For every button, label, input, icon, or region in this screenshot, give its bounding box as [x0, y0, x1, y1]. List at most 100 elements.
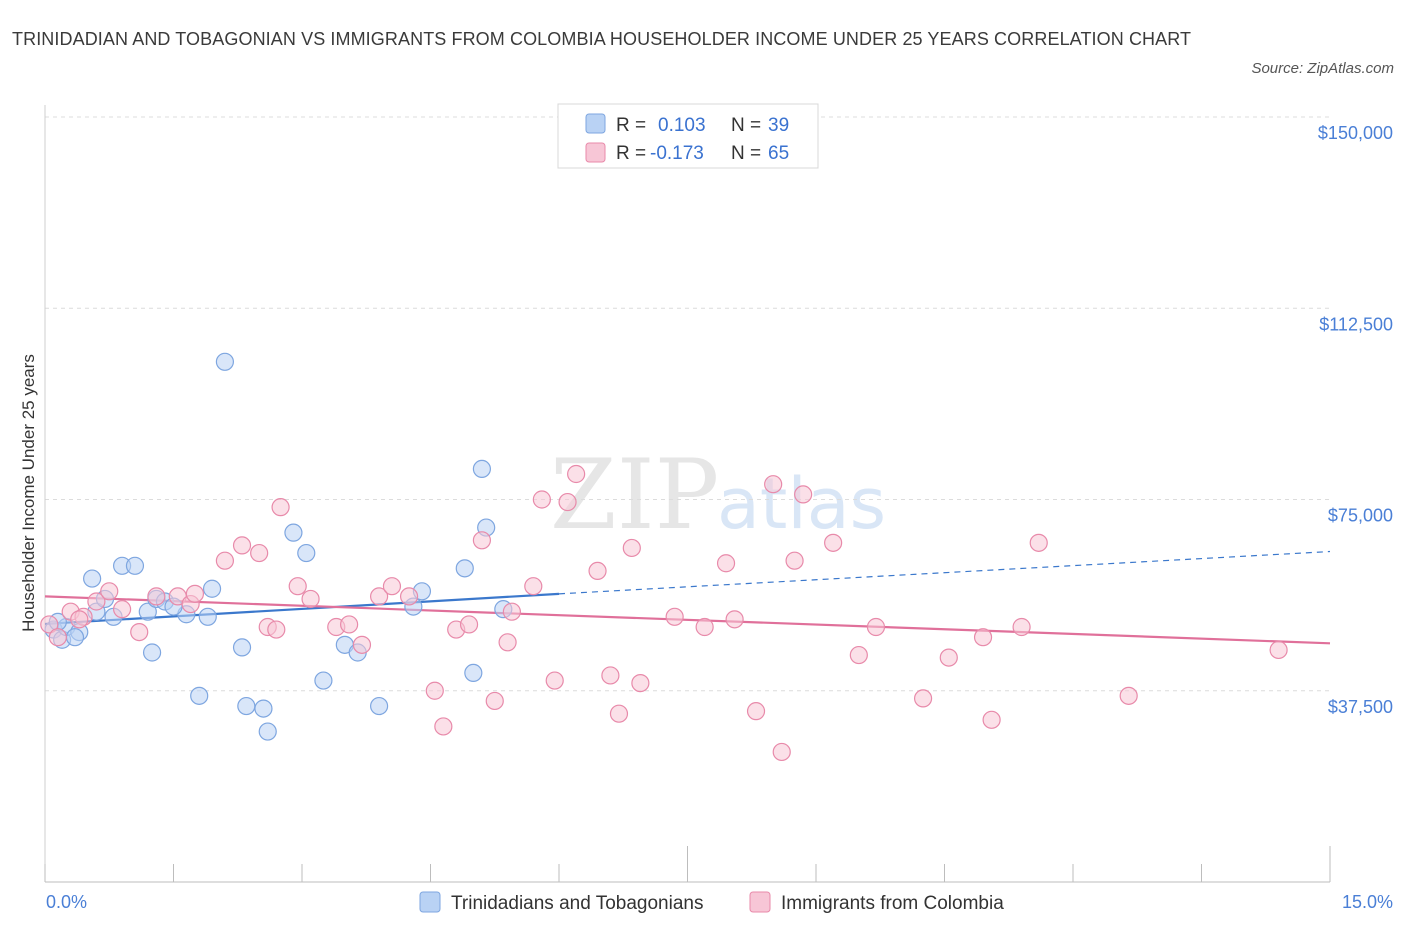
pink-data-point [982, 710, 1001, 729]
pink-data-point [567, 464, 586, 484]
pink-data-point [665, 607, 684, 626]
series-legend-label-pink: Immigrants from Colombia [781, 893, 1004, 914]
pink-data-point [267, 620, 286, 639]
pink-data-point [100, 582, 119, 601]
pink-data-point [695, 617, 714, 637]
stats-legend-swatch-blue [585, 113, 606, 134]
blue-data-point [138, 602, 157, 621]
pink-data-point [352, 635, 372, 654]
blue-data-point [198, 607, 217, 626]
pink-data-point [824, 533, 843, 552]
pink-data-point [764, 475, 783, 494]
pink-data-point [87, 592, 106, 611]
blue-data-point [83, 569, 102, 588]
pink-data-point [1119, 686, 1138, 705]
watermark-atlas: atlas [717, 463, 886, 545]
stats-legend-r-value: -0.173 [650, 143, 704, 164]
stats-legend-n-label: N = [731, 115, 761, 136]
blue-data-point [142, 643, 162, 662]
trend-lines [44, 550, 1331, 645]
pink-data-point [382, 577, 402, 596]
y-tick-label: $150,000 [1318, 123, 1393, 143]
data-points [40, 352, 1288, 762]
axes [44, 105, 1331, 883]
pink-data-point [746, 702, 766, 721]
blue-trend-line-extension [558, 550, 1331, 595]
x-tick-label: 0.0% [46, 892, 87, 912]
pink-data-point [112, 600, 132, 619]
pink-data-point [785, 551, 804, 570]
pink-data-point [472, 531, 491, 550]
series-legend-label-blue: Trinidadians and Tobagonians [451, 893, 703, 914]
pink-data-point [545, 671, 564, 690]
blue-data-point [254, 699, 273, 718]
blue-data-point [237, 696, 256, 716]
blue-data-point [190, 686, 209, 705]
stats-legend-swatch-pink [585, 142, 606, 163]
pink-data-point [425, 681, 444, 700]
y-gridlines [45, 116, 1330, 692]
blue-data-point [297, 543, 316, 563]
pink-data-point [399, 587, 419, 606]
stats-legend-n-label: N = [731, 143, 761, 164]
blue-data-point [464, 663, 483, 683]
pink-data-point [866, 617, 886, 637]
pink-data-point [459, 615, 479, 634]
blue-data-point [232, 638, 252, 657]
blue-data-point [370, 696, 389, 716]
blue-data-point [284, 523, 303, 542]
pink-data-point [524, 577, 543, 596]
pink-data-point [609, 704, 629, 723]
pink-data-point [70, 610, 89, 629]
series-legend: Trinidadians and Tobagonians Immigrants … [419, 891, 1004, 914]
pink-data-point [716, 554, 736, 573]
pink-data-point [849, 645, 868, 665]
x-tick-labels: 0.0% 15.0% [46, 892, 1393, 912]
pink-data-point [1012, 617, 1031, 637]
stats-legend-n-value: 65 [768, 143, 789, 164]
pink-data-point [485, 691, 504, 711]
chart-title: TRINIDADIAN AND TOBAGONIAN VS IMMIGRANTS… [12, 29, 1192, 49]
pink-data-point [913, 689, 933, 708]
blue-trend-line [44, 592, 560, 626]
blue-data-point [455, 559, 474, 578]
blue-data-point [314, 671, 333, 690]
pink-data-point [250, 543, 269, 563]
pink-data-point [1269, 640, 1288, 660]
pink-data-point [725, 610, 744, 629]
pink-data-point [502, 602, 521, 621]
blue-data-point [472, 459, 491, 478]
pink-data-point [631, 673, 650, 693]
stats-legend-r-label: R = [616, 115, 646, 136]
pink-data-point [185, 584, 205, 603]
pink-data-point [232, 536, 252, 555]
y-tick-label: $112,500 [1319, 314, 1393, 334]
pink-data-point [622, 538, 641, 558]
pink-data-point [973, 628, 993, 647]
pink-data-point [588, 561, 607, 581]
pink-data-point [434, 717, 453, 736]
pink-data-point [558, 492, 577, 512]
stats-legend-n-value: 39 [768, 115, 789, 136]
pink-data-point [301, 589, 320, 609]
pink-data-point [794, 485, 813, 504]
blue-data-point [215, 352, 234, 371]
pink-data-point [370, 587, 389, 606]
chart-source: Source: ZipAtlas.com [1251, 60, 1394, 77]
pink-data-point [772, 742, 791, 762]
stats-legend-r-value: 0.103 [658, 115, 706, 136]
pink-data-point [1029, 533, 1048, 552]
pink-data-point [498, 633, 517, 652]
y-tick-label: $37,500 [1328, 697, 1393, 717]
stats-legend: R = 0.103 N = 39 R = -0.173 N = 65 [557, 103, 819, 169]
pink-data-point [40, 615, 59, 634]
stats-legend-r-label: R = [616, 143, 646, 164]
blue-data-point [258, 722, 277, 741]
pink-data-point [601, 666, 620, 685]
pink-data-point [271, 498, 290, 517]
blue-data-point [125, 556, 145, 575]
pink-data-point [147, 587, 166, 606]
pink-data-point [215, 551, 234, 570]
pink-data-point [48, 628, 67, 647]
y-tick-labels: $37,500 $75,000 $112,500 $150,000 [1318, 123, 1393, 717]
